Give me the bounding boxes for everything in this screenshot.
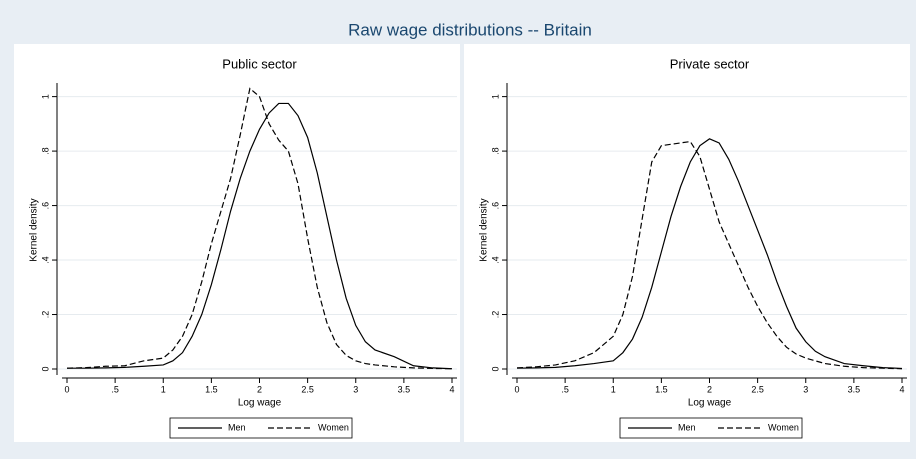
y-tick-label: .4 [40, 256, 50, 264]
y-tick-label: .6 [490, 202, 500, 210]
x-tick-label: 1.5 [205, 384, 218, 394]
y-tick-label: .2 [40, 311, 50, 319]
x-tick-label: .5 [111, 384, 119, 394]
legend [169, 417, 353, 439]
x-tick-label: 0 [64, 384, 69, 394]
panel-title: Public sector [222, 56, 297, 71]
legend-label: Women [768, 422, 799, 432]
legend-label: Men [228, 422, 246, 432]
x-tick-label: 3.5 [848, 384, 861, 394]
x-tick-label: 0 [514, 384, 519, 394]
x-tick-label: 4 [449, 384, 454, 394]
y-tick-label: 0 [490, 366, 500, 371]
x-tick-label: 1 [161, 384, 166, 394]
panel [14, 44, 460, 442]
x-tick-label: 4 [899, 384, 904, 394]
x-tick-label: 3.5 [398, 384, 411, 394]
y-tick-label: 1 [490, 94, 500, 99]
series-line [67, 102, 453, 370]
series-line [516, 138, 903, 370]
y-tick-label: .4 [490, 256, 500, 264]
legend-label: Women [318, 422, 349, 432]
x-axis-label: Log wage [238, 398, 282, 409]
y-axis-label: Kernel density [479, 198, 490, 261]
x-tick-label: 2.5 [301, 384, 314, 394]
panel-title: Private sector [670, 56, 750, 71]
y-tick-label: .2 [490, 311, 500, 319]
y-axis-label: Kernel density [29, 198, 40, 261]
legend-label: Men [678, 422, 696, 432]
x-tick-label: 1.5 [655, 384, 668, 394]
legend [619, 417, 803, 439]
x-tick-label: 2 [257, 384, 262, 394]
x-tick-label: 2.5 [751, 384, 764, 394]
y-tick-label: .8 [40, 147, 50, 155]
y-tick-label: .8 [490, 147, 500, 155]
panel [464, 44, 910, 442]
x-tick-label: 1 [611, 384, 616, 394]
x-tick-label: 3 [353, 384, 358, 394]
figure-title: Raw wage distributions -- Britain [348, 20, 592, 39]
x-tick-label: .5 [561, 384, 569, 394]
y-tick-label: 0 [40, 366, 50, 371]
x-tick-label: 3 [803, 384, 808, 394]
x-tick-label: 2 [707, 384, 712, 394]
series-line [516, 140, 903, 370]
y-tick-label: 1 [40, 94, 50, 99]
y-tick-label: .6 [40, 202, 50, 210]
x-axis-label: Log wage [688, 398, 732, 409]
series-line [66, 87, 453, 370]
